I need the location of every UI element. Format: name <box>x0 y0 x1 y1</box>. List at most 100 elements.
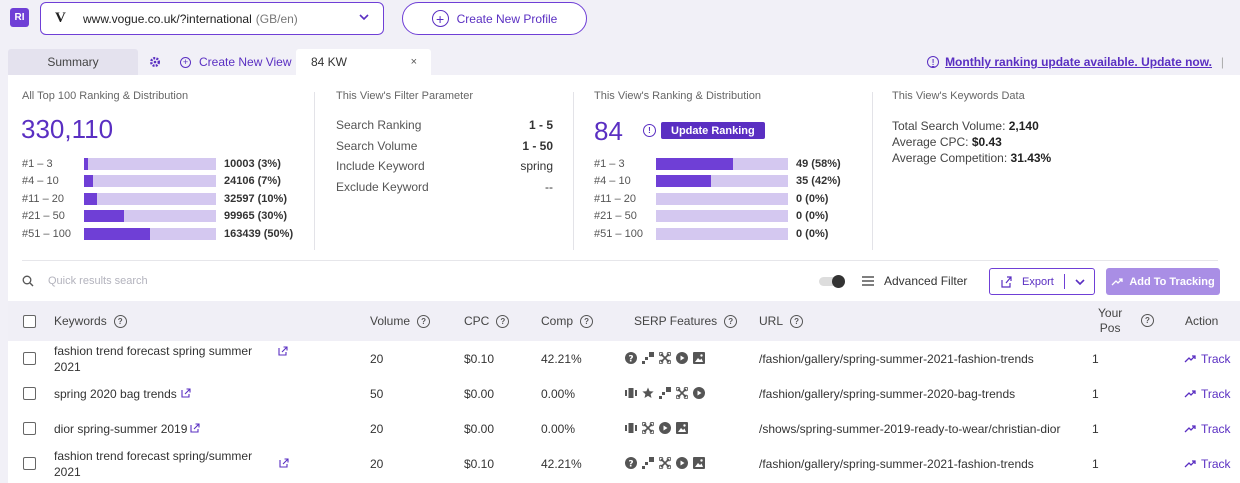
distribution-value: 10003 (3%) <box>224 157 281 170</box>
distribution-bar <box>84 157 216 170</box>
help-icon[interactable]: ? <box>724 314 738 328</box>
external-link-icon[interactable] <box>181 387 191 398</box>
your-pos-value: 1 <box>1092 352 1099 366</box>
create-profile-label: Create New Profile <box>456 11 558 26</box>
image-icon <box>676 422 688 434</box>
your-pos-value: 1 <box>1092 422 1099 436</box>
tab-84-kw[interactable]: 84 KW × <box>296 49 431 75</box>
th-your-pos[interactable]: Your Pos <box>1098 306 1122 336</box>
question-icon: ? <box>625 457 637 469</box>
track-label: Track <box>1201 352 1231 366</box>
help-icon[interactable]: ? <box>496 314 510 328</box>
all-top-total: 330,110 <box>21 114 114 144</box>
trend-up-icon <box>1184 355 1196 363</box>
table-row: dior spring-summer 2019 20 $0.00 0.00% /show… <box>8 411 1240 446</box>
keywords-data-key: Average CPC: <box>892 135 969 149</box>
info-icon[interactable]: ! <box>643 124 656 137</box>
th-action: Action <box>1185 314 1218 328</box>
distribution-label: #21 – 50 <box>594 210 637 223</box>
all-top-title: All Top 100 Ranking & Distribution <box>22 90 189 102</box>
help-icon[interactable]: ? <box>417 314 431 328</box>
url-value[interactable]: /fashion/gallery/spring-summer-2021-fash… <box>759 352 1034 366</box>
external-link-icon[interactable] <box>279 457 289 468</box>
sitelinks-icon <box>659 457 671 469</box>
quick-search-input[interactable] <box>48 273 348 289</box>
th-comp[interactable]: Comp? <box>541 314 594 328</box>
distribution-label: #1 – 3 <box>22 157 53 170</box>
distribution-bar-fill <box>84 227 150 240</box>
export-button[interactable]: Export <box>989 268 1095 295</box>
add-to-tracking-label: Add To Tracking <box>1129 275 1215 288</box>
plus-circle-icon: + <box>431 10 449 27</box>
distribution-label: #51 – 100 <box>594 227 643 240</box>
url-value[interactable]: /shows/spring-summer-2019-ready-to-wear/… <box>759 422 1061 436</box>
row-checkbox[interactable] <box>23 457 36 470</box>
volume-value: 50 <box>370 387 384 401</box>
th-keywords[interactable]: Keywords? <box>54 314 127 328</box>
comp-value: 42.21% <box>541 352 582 366</box>
keywords-data-value: 2,140 <box>1008 119 1039 133</box>
carousel-icon <box>625 387 637 399</box>
snippet-icon <box>659 387 671 399</box>
help-icon[interactable]: ? <box>113 314 127 328</box>
keywords-data-title: This View's Keywords Data <box>892 90 1025 102</box>
track-link[interactable]: Track <box>1184 422 1231 436</box>
update-ranking-button[interactable]: Update Ranking <box>661 122 765 139</box>
keyword-text: spring 2020 bag trends <box>54 387 177 401</box>
search-icon <box>22 275 34 287</box>
serp-features <box>625 387 705 399</box>
row-checkbox[interactable] <box>23 422 36 435</box>
th-cpc[interactable]: CPC? <box>464 314 510 328</box>
track-link[interactable]: Track <box>1184 387 1231 401</box>
divider <box>872 92 873 250</box>
filter-icon <box>862 276 874 286</box>
help-icon[interactable]: ? <box>580 314 594 328</box>
image-icon <box>693 457 705 469</box>
row-checkbox[interactable] <box>23 352 36 365</box>
gear-icon[interactable] <box>146 49 164 75</box>
track-link[interactable]: Track <box>1184 457 1231 471</box>
create-view-button[interactable]: + Create New View <box>180 49 295 75</box>
url-value[interactable]: /fashion/gallery/spring-summer-2020-bag-… <box>759 387 1016 401</box>
tab-summary[interactable]: Summary <box>8 49 138 75</box>
svg-text:?: ? <box>628 355 633 365</box>
volume-value: 20 <box>370 457 384 471</box>
help-icon[interactable]: ? <box>1141 314 1154 327</box>
export-separator <box>1063 274 1065 289</box>
advanced-filter-label[interactable]: Advanced Filter <box>884 274 968 288</box>
distribution-value: 0 (0%) <box>796 210 829 223</box>
distribution-row: #4 – 10 24106 (7%) <box>22 173 293 191</box>
distribution-row: #1 – 3 10003 (3%) <box>22 155 293 173</box>
domain-region: (GB/en) <box>255 11 298 26</box>
close-icon[interactable]: × <box>410 56 417 68</box>
distribution-row: #21 – 50 0 (0%) <box>594 208 841 226</box>
external-link-icon[interactable] <box>278 345 288 356</box>
all-top-distribution: #1 – 3 10003 (3%) #4 – 10 24106 (7%) #11 – 2… <box>22 155 293 243</box>
export-label: Export <box>1022 275 1054 288</box>
keywords-data-key: Total Search Volume: <box>892 119 1006 133</box>
tab-summary-label: Summary <box>47 55 99 69</box>
help-icon[interactable]: ? <box>790 314 804 328</box>
select-all-checkbox[interactable] <box>23 315 36 328</box>
filter-key: Search Ranking <box>336 118 422 133</box>
distribution-label: #11 – 20 <box>594 192 637 205</box>
external-link-icon[interactable] <box>190 422 200 433</box>
distribution-bar <box>84 175 216 188</box>
th-volume[interactable]: Volume? <box>370 314 431 328</box>
distribution-bar <box>656 227 788 240</box>
question-icon: ? <box>625 352 637 364</box>
track-link[interactable]: Track <box>1184 352 1231 366</box>
track-label: Track <box>1201 457 1231 471</box>
th-url[interactable]: URL? <box>759 314 804 328</box>
add-to-tracking-button[interactable]: Add To Tracking <box>1106 268 1220 295</box>
table-row: fashion trend forecast spring summer 202… <box>8 341 1240 376</box>
create-profile-button[interactable]: + Create New Profile <box>402 2 587 35</box>
url-value[interactable]: /fashion/gallery/spring-summer-2021-fash… <box>759 457 1034 471</box>
th-serp[interactable]: SERP Features? <box>634 314 738 328</box>
advanced-filter-toggle[interactable] <box>819 275 845 288</box>
domain-select[interactable]: V www.vogue.co.uk/?international (GB/en) <box>40 2 384 35</box>
row-checkbox[interactable] <box>23 387 36 400</box>
trend-up-icon <box>1184 390 1196 398</box>
comp-value: 42.21% <box>541 457 582 471</box>
monthly-update-link[interactable]: ! Monthly ranking update available. Upda… <box>927 55 1212 69</box>
